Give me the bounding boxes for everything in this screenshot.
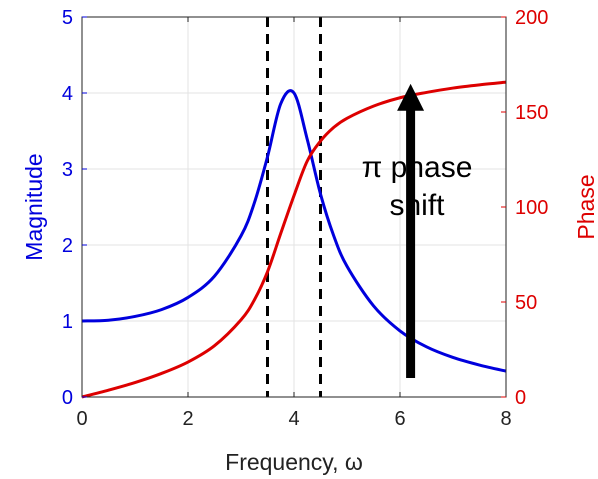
annotation-line-2: shift (389, 189, 445, 222)
y-left-tick-label-2: 2 (62, 235, 73, 257)
y-left-tick-label-1: 1 (62, 311, 73, 333)
right-y-axis-title: Phase (573, 174, 598, 239)
annotation-line-1: π phase (362, 151, 473, 184)
tick-marks (81, 16, 507, 398)
y-left-tick-label-0: 0 (62, 387, 73, 409)
y-left-tick-label-4: 4 (62, 83, 73, 105)
y-right-tick-label-4: 200 (515, 7, 548, 29)
x-tick-label-1: 2 (182, 408, 193, 430)
x-axis-title: Frequency, ω (225, 449, 363, 475)
y-right-tick-label-0: 0 (515, 387, 526, 409)
left-y-axis-title: Magnitude (21, 153, 47, 260)
y-left-tick-label-5: 5 (62, 7, 73, 29)
y-right-tick-label-3: 150 (515, 102, 548, 124)
magnitude-line (81, 89, 507, 373)
x-tick-labels: 0 2 4 6 8 (76, 408, 511, 430)
right-y-tick-labels: 0 50 100 150 200 (515, 7, 548, 409)
x-tick-label-3: 6 (394, 408, 405, 430)
dashed-reference-lines (266, 17, 322, 397)
x-tick-label-0: 0 (76, 408, 87, 430)
y-right-tick-label-2: 100 (515, 197, 548, 219)
y-right-tick-label-1: 50 (515, 292, 537, 314)
left-y-tick-labels: 0 1 2 3 4 5 (62, 7, 73, 409)
x-tick-label-4: 8 (500, 408, 511, 430)
x-tick-label-2: 4 (288, 408, 299, 430)
y-left-tick-label-3: 3 (62, 159, 73, 181)
